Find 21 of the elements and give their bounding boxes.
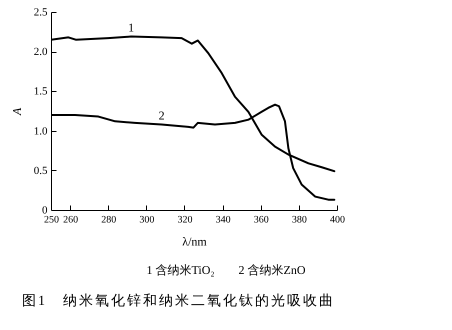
text: 图1 纳米氧化锌和纳米二氧化钛的光吸收曲 xyxy=(22,292,335,310)
y-tick-label: 2.0 xyxy=(34,46,48,58)
x-tick-label: 400 xyxy=(330,214,345,226)
y-tick-label: 2.5 xyxy=(34,6,48,18)
y-tick-label: 1.0 xyxy=(34,125,48,138)
y-tick-label: 0.5 xyxy=(34,164,48,177)
y-tick-label: 0 xyxy=(42,204,48,216)
text: 1 含纳米TiO₂ 2 含纳米ZnO xyxy=(145,262,307,279)
x-tick-label: 380 xyxy=(292,214,307,226)
x-tick-label: 300 xyxy=(139,214,154,226)
series-label: 1 xyxy=(128,20,134,35)
y-tick-label: 1.5 xyxy=(34,86,48,98)
x-axis-title: λ/nm xyxy=(182,234,208,248)
x-tick-label: 260 xyxy=(63,214,78,226)
x-tick-label: 360 xyxy=(254,214,269,226)
y-axis-title: A xyxy=(10,107,24,116)
series-label: 2 xyxy=(158,108,165,122)
x-tick-label: 320 xyxy=(177,214,192,226)
x-tick-label: 340 xyxy=(216,214,231,226)
x-tick-label: 280 xyxy=(101,214,116,226)
x-tick-label: 250 xyxy=(44,214,59,226)
